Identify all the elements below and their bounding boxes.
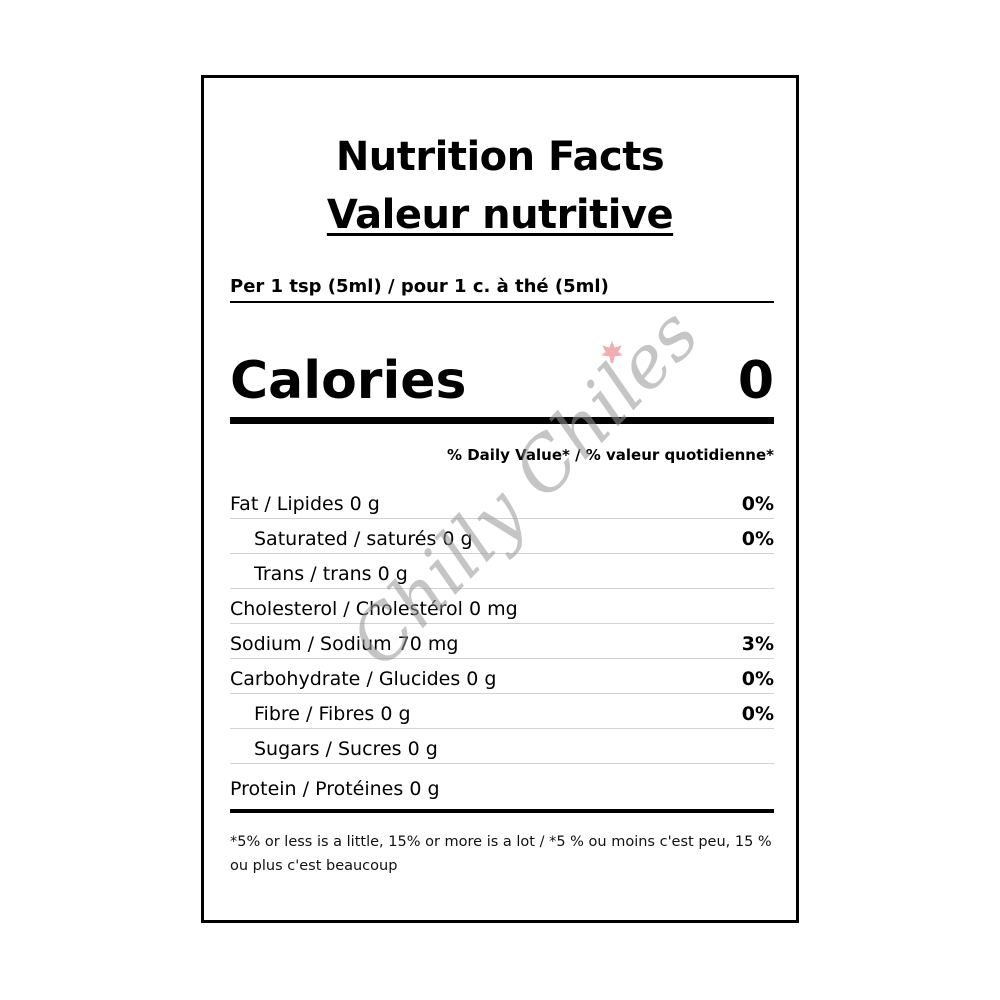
nutrient-row-fat: Fat / Lipides 0 g 0% — [230, 484, 774, 519]
nutrient-label: Sugars / Sucres 0 g — [254, 738, 438, 760]
daily-value-header: % Daily Value* / % valeur quotidienne* — [446, 446, 774, 464]
nutrient-label: Carbohydrate / Glucides 0 g — [230, 668, 497, 690]
nutrient-row-carbohydrate: Carbohydrate / Glucides 0 g 0% — [230, 659, 774, 694]
title-french: Valeur nutritive — [326, 192, 674, 238]
nutrient-label: Sodium / Sodium 70 mg — [230, 633, 459, 655]
nutrient-pct: 3% — [741, 633, 774, 655]
nutrient-label: Saturated / saturés 0 g — [254, 528, 473, 550]
title-english: Nutrition Facts — [335, 134, 665, 180]
nutrient-row-saturated: Saturated / saturés 0 g 0% — [230, 519, 774, 554]
bottom-divider — [230, 809, 774, 813]
calories-row: Calories 0 — [230, 346, 774, 416]
thick-divider — [230, 417, 774, 424]
nutrient-label: Fat / Lipides 0 g — [230, 493, 380, 515]
nutrient-row-sugars: Sugars / Sucres 0 g — [230, 729, 774, 764]
nutrient-pct: 0% — [741, 668, 774, 690]
calories-value: 0 — [737, 351, 774, 411]
nutrient-row-fibre: Fibre / Fibres 0 g 0% — [230, 694, 774, 729]
nutrient-row-trans: Trans / trans 0 g — [230, 554, 774, 589]
nutrient-label: Protein / Protéines 0 g — [230, 778, 440, 800]
serving-size: Per 1 tsp (5ml) / pour 1 c. à thé (5ml) — [230, 276, 774, 303]
nutrient-label: Trans / trans 0 g — [254, 563, 408, 585]
nutrient-pct: 0% — [741, 703, 774, 725]
nutrient-row-cholesterol: Cholesterol / Cholestérol 0 mg — [230, 589, 774, 624]
nutrient-row-protein: Protein / Protéines 0 g — [230, 768, 774, 803]
nutrient-pct: 0% — [741, 528, 774, 550]
nutrition-label: Nutrition Facts Valeur nutritive Per 1 t… — [201, 75, 799, 923]
nutrient-label: Fibre / Fibres 0 g — [254, 703, 411, 725]
nutrient-row-sodium: Sodium / Sodium 70 mg 3% — [230, 624, 774, 659]
nutrient-label: Cholesterol / Cholestérol 0 mg — [230, 598, 518, 620]
footnote: *5% or less is a little, 15% or more is … — [230, 834, 772, 874]
nutrient-pct: 0% — [741, 493, 774, 515]
calories-label: Calories — [230, 351, 467, 411]
